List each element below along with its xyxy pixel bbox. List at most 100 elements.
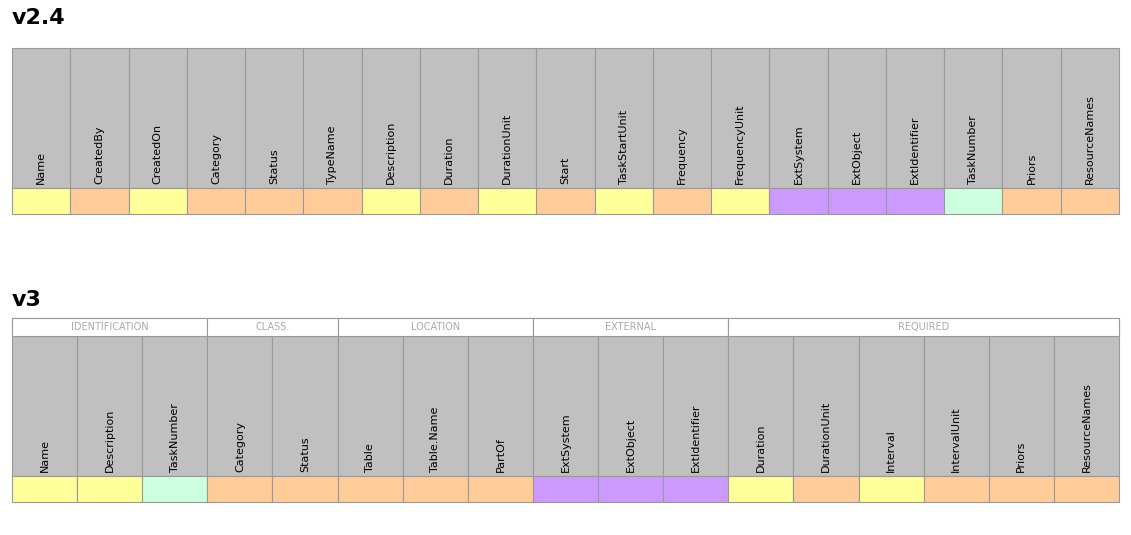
Bar [403,336,468,476]
Text: LOCATION: LOCATION [411,322,460,332]
Text: Priors: Priors [1017,441,1026,472]
Bar [711,48,769,188]
Bar [207,318,337,336]
Text: TaskNumber: TaskNumber [170,403,180,472]
Text: DurationUnit: DurationUnit [821,401,831,472]
Bar [12,476,77,502]
Bar [143,336,207,476]
Bar [988,336,1054,476]
Text: Name: Name [36,151,46,184]
Bar [77,476,143,502]
Text: Status: Status [269,148,279,184]
Text: Table.Name: Table.Name [430,407,440,472]
Bar [924,336,988,476]
Text: Status: Status [300,437,310,472]
Bar [362,188,420,214]
Bar [362,48,420,188]
Text: EXTERNAL: EXTERNAL [605,322,656,332]
Text: CreatedBy: CreatedBy [94,126,104,184]
Bar [663,336,728,476]
Text: v2.4: v2.4 [12,8,66,28]
Bar [653,188,711,214]
Text: ExtIdentifier: ExtIdentifier [910,116,921,184]
Bar [303,48,362,188]
Text: Name: Name [40,439,50,472]
Bar [944,188,1002,214]
Text: IDENTIFICATION: IDENTIFICATION [71,322,148,332]
Bar [728,336,794,476]
Bar [728,318,1119,336]
Bar [273,476,337,502]
Bar [77,336,143,476]
Text: Table: Table [365,444,375,472]
Bar [886,48,944,188]
Text: FrequencyUnit: FrequencyUnit [735,103,745,184]
Text: Description: Description [386,120,396,184]
Text: Interval: Interval [886,429,896,472]
Bar [403,476,468,502]
Text: Duration: Duration [444,135,454,184]
Bar [129,188,187,214]
Text: DurationUnit: DurationUnit [502,113,512,184]
Bar [12,336,77,476]
Text: ResourceNames: ResourceNames [1081,382,1091,472]
Bar [924,476,988,502]
Bar [420,48,478,188]
Bar [536,48,595,188]
Bar [207,336,273,476]
Bar [273,336,337,476]
Text: Start: Start [561,157,570,184]
Bar [886,188,944,214]
Bar [858,476,924,502]
Text: ResourceNames: ResourceNames [1085,94,1095,184]
Bar [143,476,207,502]
Bar [337,318,533,336]
Bar [653,48,711,188]
Text: TaskNumber: TaskNumber [968,115,978,184]
Text: Description: Description [105,409,114,472]
Bar [595,48,653,188]
Bar [12,48,70,188]
Bar [420,188,478,214]
Bar [207,476,273,502]
Bar [245,48,303,188]
Bar [728,476,794,502]
Bar [1054,336,1119,476]
Bar [468,336,533,476]
Bar [12,188,70,214]
Text: Duration: Duration [756,424,766,472]
Bar [187,188,245,214]
Bar [536,188,595,214]
Bar [245,188,303,214]
Text: ExtObject: ExtObject [852,130,862,184]
Text: CreatedOn: CreatedOn [153,124,163,184]
Bar [337,336,403,476]
Bar [598,476,663,502]
Bar [478,188,536,214]
Text: TypeName: TypeName [328,126,337,184]
Text: v3: v3 [12,290,42,310]
Bar [794,336,858,476]
Bar [944,48,1002,188]
Text: Priors: Priors [1027,152,1037,184]
Text: ExtSystem: ExtSystem [561,412,570,472]
Bar [533,476,598,502]
Bar [1061,188,1119,214]
Bar [187,48,245,188]
Bar [303,188,362,214]
Text: ExtSystem: ExtSystem [794,124,803,184]
Bar [1061,48,1119,188]
Bar [858,336,924,476]
Text: ExtObject: ExtObject [625,418,636,472]
Text: Category: Category [235,421,245,472]
Text: IntervalUnit: IntervalUnit [951,407,961,472]
Bar [12,318,207,336]
Bar [828,48,886,188]
Bar [988,476,1054,502]
Text: ExtIdentifier: ExtIdentifier [691,403,701,472]
Bar [794,476,858,502]
Bar [711,188,769,214]
Bar [769,48,828,188]
Bar [769,188,828,214]
Bar [70,48,129,188]
